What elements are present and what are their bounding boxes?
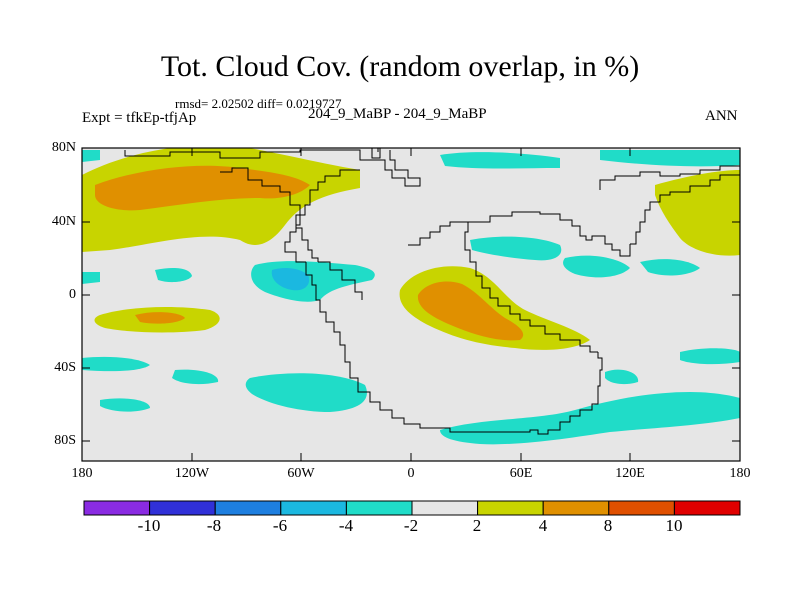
contour-negative-4to6 [271, 267, 310, 291]
contour-negative-2to4 [82, 356, 150, 372]
colorbar-label: -8 [206, 516, 222, 535]
coastlines [124, 148, 740, 435]
coastline-north-america-west [220, 167, 319, 262]
run-comparison-label: 204_9_MaBP - 204_9_MaBP [308, 106, 487, 122]
coastline-south-america [305, 262, 603, 435]
lat-tick-marks [82, 147, 740, 442]
lat-label-40s: 40S [54, 360, 76, 375]
lat-label-40n: 40N [51, 214, 76, 229]
lon-label-120e: 120E [615, 466, 645, 481]
colorbar-box [149, 500, 216, 516]
contour-negative-2to4 [172, 369, 219, 385]
colorbar-label: 10 [665, 516, 683, 535]
contour-positive-4to8 [95, 165, 310, 211]
contour-negative-2to4 [245, 373, 367, 412]
colorbar-box [411, 500, 479, 516]
colorbar-box [673, 500, 741, 516]
colorbar-box [345, 500, 413, 516]
lon-label-60e: 60E [509, 466, 533, 481]
colorbar-label: -2 [403, 516, 419, 535]
contour-positive-4to8 [417, 281, 524, 341]
contour-negative-2to4 [470, 236, 562, 261]
colorbar-label: -6 [272, 516, 288, 535]
coastline-north-america [124, 149, 421, 187]
contour-field [82, 148, 740, 461]
contour-negative-2to4 [82, 150, 100, 162]
contour-positive-2to4 [655, 170, 740, 256]
experiment-label: Expt = tfkEp-tfjAp [82, 110, 197, 126]
colorbar-box [542, 500, 610, 516]
contour-positive-4to8 [135, 312, 185, 324]
lon-label-60w: 60W [287, 466, 315, 481]
colorbar-label: -4 [338, 516, 354, 535]
coastline-hudson-bay [371, 148, 381, 159]
lon-label-180e: 180 [729, 466, 751, 481]
lat-label-0: 0 [69, 287, 76, 302]
coastline-asia-south [468, 211, 631, 257]
colorbar-label: 4 [538, 516, 548, 535]
coastline-south-america-east [318, 261, 363, 300]
map-title: Tot. Cloud Cov. (random overlap, in %) [160, 50, 640, 83]
coastline-africa-west [464, 222, 598, 353]
colorbar-box [214, 500, 282, 516]
lat-label-80s: 80S [54, 433, 76, 448]
contour-negative-2to4 [82, 272, 100, 284]
colorbar-box [280, 500, 347, 516]
contour-negative-2to4 [100, 398, 150, 412]
colorbar-label: 8 [603, 516, 613, 535]
season-label: ANN [705, 108, 738, 124]
lon-label-120w: 120W [174, 466, 210, 481]
coastline-asia-east [630, 174, 740, 245]
contour-negative-2to4 [155, 268, 192, 283]
contour-negative-2to4 [563, 255, 630, 278]
contour-negative-2to4 [600, 150, 740, 167]
lon-label-180w: 180 [71, 466, 93, 481]
colorbar-label: -10 [137, 516, 161, 535]
colorbar [83, 500, 741, 516]
coastline-north-america-east [284, 169, 360, 263]
coastline-asia-north [599, 165, 740, 190]
colorbar-box [608, 500, 675, 516]
lon-tick-marks [81, 148, 741, 461]
colorbar-box [477, 500, 544, 516]
contour-negative-2to4 [440, 152, 560, 169]
contour-negative-2to4 [680, 348, 740, 365]
lon-label-0: 0 [407, 466, 415, 481]
lat-label-80n: 80N [51, 140, 76, 155]
contour-negative-2to4 [640, 259, 700, 276]
rmsd-diff-stats: rmsd= 2.02502 diff= 0.0219727 [175, 96, 342, 111]
contour-negative-2to4 [605, 369, 639, 385]
contour-negative-2to4 [440, 392, 740, 445]
coastline-arabia [408, 221, 468, 246]
colorbar-box [83, 500, 151, 516]
colorbar-label: 2 [472, 516, 482, 535]
